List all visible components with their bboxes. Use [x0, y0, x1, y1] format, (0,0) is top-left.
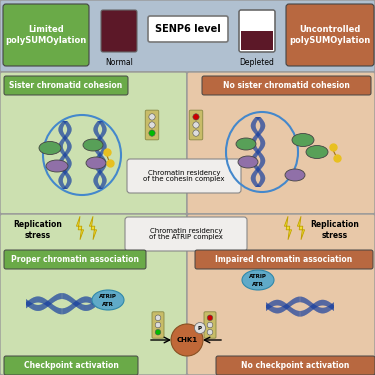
Circle shape — [207, 329, 213, 335]
Ellipse shape — [238, 156, 258, 168]
Text: Chromatin residency
of the cohesin complex: Chromatin residency of the cohesin compl… — [143, 170, 225, 183]
Text: Depleted: Depleted — [240, 58, 274, 67]
Text: ATR: ATR — [252, 282, 264, 286]
FancyBboxPatch shape — [202, 76, 371, 95]
Circle shape — [171, 324, 203, 356]
Ellipse shape — [83, 139, 103, 151]
Text: Proper chromatin association: Proper chromatin association — [11, 255, 139, 264]
FancyBboxPatch shape — [3, 4, 89, 66]
Ellipse shape — [306, 146, 328, 159]
Text: P: P — [198, 326, 202, 330]
FancyBboxPatch shape — [187, 72, 375, 214]
Ellipse shape — [236, 138, 256, 150]
Text: Limited
polySUMOylation: Limited polySUMOylation — [5, 25, 87, 45]
Ellipse shape — [92, 290, 124, 310]
Ellipse shape — [292, 134, 314, 147]
Text: Replication
stress: Replication stress — [310, 220, 359, 240]
Ellipse shape — [242, 270, 274, 290]
Text: ATRIP: ATRIP — [249, 274, 267, 279]
Text: No checkpoint activation: No checkpoint activation — [241, 361, 349, 370]
FancyBboxPatch shape — [148, 16, 228, 42]
Circle shape — [149, 130, 155, 136]
FancyBboxPatch shape — [101, 10, 137, 52]
Ellipse shape — [285, 169, 305, 181]
Text: No sister chromatid cohesion: No sister chromatid cohesion — [223, 81, 350, 90]
Polygon shape — [89, 216, 97, 240]
Text: Impaired chromatin association: Impaired chromatin association — [215, 255, 352, 264]
Circle shape — [193, 114, 199, 120]
Bar — [241, 31, 273, 50]
FancyBboxPatch shape — [127, 159, 241, 193]
Text: Chromatin residency
of the ATRIP complex: Chromatin residency of the ATRIP complex — [149, 228, 223, 240]
Polygon shape — [76, 216, 84, 240]
FancyBboxPatch shape — [286, 4, 374, 66]
Circle shape — [193, 122, 199, 128]
Text: SENP6 level: SENP6 level — [155, 24, 221, 34]
FancyBboxPatch shape — [0, 72, 187, 214]
Text: ATRIP: ATRIP — [99, 294, 117, 300]
Circle shape — [155, 315, 161, 321]
FancyBboxPatch shape — [204, 312, 216, 338]
FancyBboxPatch shape — [4, 76, 128, 95]
Circle shape — [193, 130, 199, 136]
Circle shape — [155, 329, 161, 335]
Circle shape — [155, 322, 161, 328]
FancyBboxPatch shape — [4, 356, 138, 375]
Circle shape — [149, 114, 155, 120]
Text: Checkpoint activation: Checkpoint activation — [24, 361, 118, 370]
FancyBboxPatch shape — [195, 250, 373, 269]
FancyBboxPatch shape — [216, 356, 375, 375]
FancyBboxPatch shape — [189, 110, 203, 140]
FancyBboxPatch shape — [0, 0, 375, 72]
Circle shape — [195, 322, 206, 333]
FancyBboxPatch shape — [4, 250, 146, 269]
Ellipse shape — [39, 141, 61, 154]
Ellipse shape — [86, 157, 106, 169]
Text: Uncontrolled
polySUMOylation: Uncontrolled polySUMOylation — [290, 25, 370, 45]
Ellipse shape — [46, 160, 68, 172]
Circle shape — [149, 122, 155, 128]
FancyBboxPatch shape — [152, 312, 164, 338]
Polygon shape — [284, 216, 292, 240]
FancyBboxPatch shape — [239, 10, 275, 52]
FancyBboxPatch shape — [145, 110, 159, 140]
Text: CHK1: CHK1 — [176, 337, 198, 343]
FancyBboxPatch shape — [0, 214, 187, 375]
Circle shape — [207, 315, 213, 321]
Text: ATR: ATR — [102, 302, 114, 306]
Polygon shape — [297, 216, 304, 240]
Circle shape — [207, 322, 213, 328]
FancyBboxPatch shape — [187, 214, 375, 375]
FancyBboxPatch shape — [125, 217, 247, 251]
Text: Replication
stress: Replication stress — [13, 220, 62, 240]
Text: Sister chromatid cohesion: Sister chromatid cohesion — [9, 81, 123, 90]
Text: Normal: Normal — [105, 58, 133, 67]
